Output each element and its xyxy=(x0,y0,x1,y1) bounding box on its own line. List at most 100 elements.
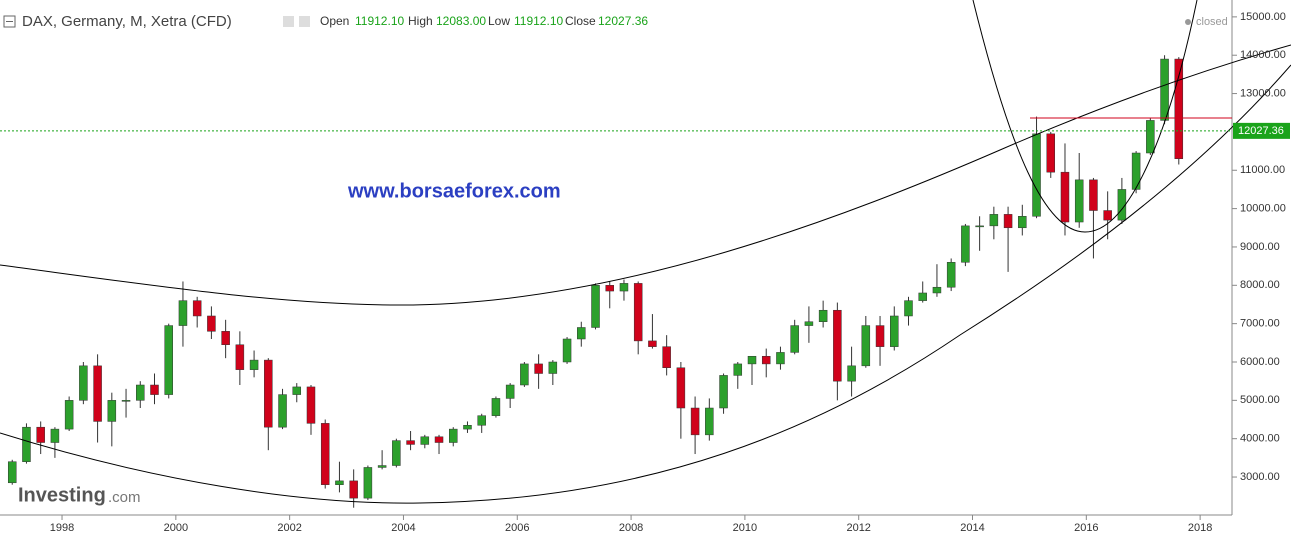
x-tick-label: 2000 xyxy=(164,522,188,534)
x-tick-label: 2014 xyxy=(960,522,984,534)
high-value: 12083.00 xyxy=(436,14,486,28)
logo: Investing xyxy=(18,484,106,506)
candle-body xyxy=(136,384,145,401)
close-value: 12027.36 xyxy=(598,14,648,28)
x-tick-label: 2016 xyxy=(1074,522,1098,534)
candle-body xyxy=(904,300,913,317)
candle-body xyxy=(1174,58,1184,160)
y-tick-label: 9000.00 xyxy=(1240,241,1280,253)
candle-body xyxy=(577,327,586,340)
y-tick-label: 14000.00 xyxy=(1240,49,1286,61)
candle-body xyxy=(235,344,245,370)
candle-body xyxy=(690,407,700,436)
y-tick-label: 4000.00 xyxy=(1240,433,1280,445)
y-tick-label: 5000.00 xyxy=(1240,394,1280,406)
high-label: High xyxy=(408,14,433,28)
candle-body xyxy=(306,386,316,424)
candle-body xyxy=(349,480,358,499)
candle-body xyxy=(548,361,558,374)
candle-body xyxy=(249,359,259,370)
candle-body xyxy=(164,325,173,395)
last-price-box xyxy=(1233,122,1290,139)
candle-body xyxy=(93,365,102,422)
status-dot xyxy=(1185,19,1191,25)
y-tick-label: 13000.00 xyxy=(1240,87,1286,99)
y-tick-label: 8000.00 xyxy=(1240,279,1280,291)
candle-body xyxy=(1146,120,1155,154)
candle-body xyxy=(648,340,657,347)
candle-body xyxy=(64,400,74,430)
y-tick-label: 6000.00 xyxy=(1240,356,1280,368)
y-tick-label: 15000.00 xyxy=(1240,11,1286,23)
candle-body xyxy=(662,346,671,368)
candle-body xyxy=(790,325,799,353)
candle-body xyxy=(975,225,984,228)
candle-body xyxy=(1032,133,1041,217)
candle-body xyxy=(605,285,614,292)
candle-body xyxy=(562,338,572,363)
candle-body xyxy=(477,415,486,426)
watermark: www.borsaeforex.com xyxy=(347,180,561,202)
trend-curve xyxy=(0,44,1291,306)
x-tick-label: 2008 xyxy=(619,522,643,534)
candle-body xyxy=(1060,171,1070,223)
candle-body xyxy=(192,300,202,317)
candle-body xyxy=(292,386,302,395)
candle-body xyxy=(491,398,501,416)
x-tick-label: 1998 xyxy=(50,522,74,534)
candle-body xyxy=(1103,210,1112,221)
candle-body xyxy=(79,365,88,401)
candle-body xyxy=(961,225,970,263)
candle-body xyxy=(335,480,344,485)
candle-body xyxy=(1131,152,1141,190)
settings-icon[interactable] xyxy=(283,16,294,27)
candle-body xyxy=(107,400,117,422)
candle-body xyxy=(804,321,814,326)
candle-body xyxy=(761,355,771,365)
x-tick-label: 2004 xyxy=(391,522,415,534)
candle-body xyxy=(705,407,714,436)
candle-body xyxy=(463,425,472,430)
candle-body xyxy=(449,428,458,443)
candle-body xyxy=(818,309,828,322)
candle-body xyxy=(50,428,60,443)
candle-body xyxy=(7,461,17,484)
status: closed xyxy=(1196,16,1228,28)
candle-body xyxy=(619,283,629,292)
candle-body xyxy=(377,465,387,468)
candle-body xyxy=(1003,214,1013,229)
low-value: 11912.10 xyxy=(514,14,563,28)
trend-curve xyxy=(0,64,1291,504)
marks xyxy=(7,55,1184,508)
open-label: Open xyxy=(320,14,349,28)
candle-body xyxy=(1089,179,1098,211)
y-tick-label: 11000.00 xyxy=(1240,164,1285,176)
candle-body xyxy=(1046,133,1056,173)
candle-body xyxy=(178,300,188,326)
candle-body xyxy=(320,423,330,485)
settings-icon[interactable] xyxy=(299,16,310,27)
candle-body xyxy=(918,292,927,301)
candle-body xyxy=(221,331,230,345)
candle-body xyxy=(363,467,373,499)
candle-body xyxy=(847,365,856,382)
candle-body xyxy=(833,309,842,382)
open-value: 11912.10 xyxy=(355,14,404,28)
candle-body xyxy=(420,436,430,445)
candle-body xyxy=(278,394,287,428)
chart-title: DAX, Germany, M, Xetra (CFD) xyxy=(22,13,232,30)
trend-curve xyxy=(972,0,1198,233)
candle-body xyxy=(1074,179,1084,223)
candle-body xyxy=(633,283,643,342)
candle-body xyxy=(1160,58,1169,121)
close-label: Close xyxy=(565,14,596,28)
candle-body xyxy=(1018,216,1027,229)
candle-body xyxy=(989,214,999,227)
y-tick-label: 7000.00 xyxy=(1240,318,1280,330)
candle-body xyxy=(591,285,600,328)
x-tick-label: 2002 xyxy=(277,522,301,534)
candle-body xyxy=(733,363,743,376)
candle-body xyxy=(22,426,31,462)
last-price-label: 12027.36 xyxy=(1238,125,1284,137)
